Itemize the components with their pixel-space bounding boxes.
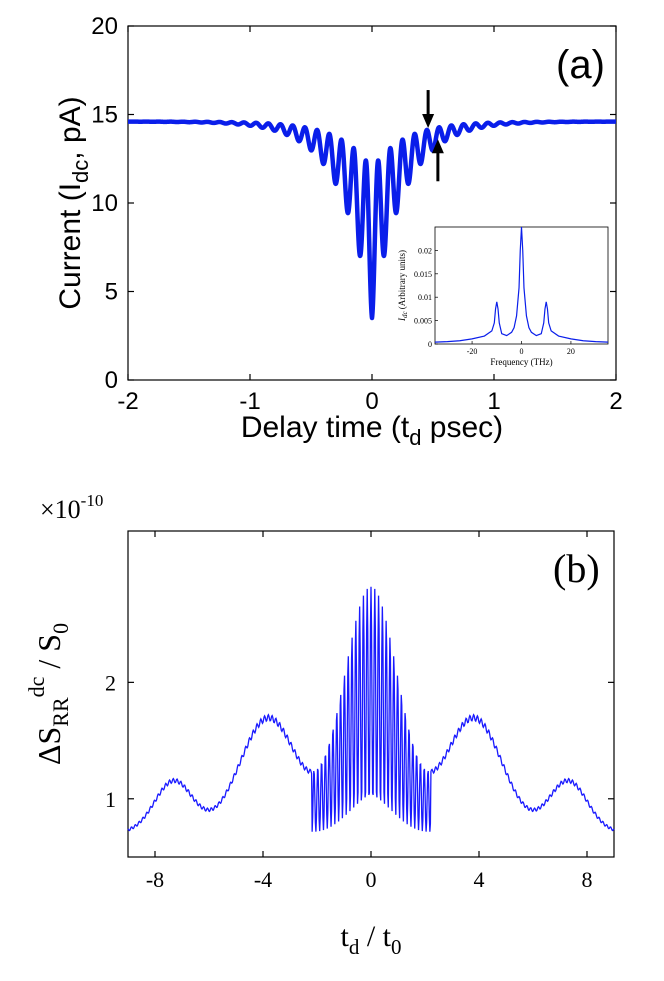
panel-b-x-axis-label: td / t0: [340, 920, 401, 959]
panel-b-label: (b): [553, 546, 600, 591]
panel-a-x-tick-label: 2: [609, 388, 622, 415]
panel-a-arrows: [422, 90, 444, 182]
inset-spectrum-curve: [434, 226, 609, 343]
panel-a-label: (a): [556, 43, 605, 87]
inset-x-tick-label: -20: [467, 347, 478, 356]
arrow-up-head: [431, 139, 444, 154]
panel-b-y-axis-label: ΔSRRdc / S0: [24, 623, 73, 765]
panel-a-y-tick-label: 20: [91, 13, 118, 40]
inset-y-axis-label: Idc (Arbitrary units): [397, 250, 409, 322]
panel-a-x-tick-label: -2: [117, 388, 138, 415]
panel-b-x-tick-label: 8: [582, 867, 593, 892]
inset-y-tick-label: 0.015: [414, 270, 432, 279]
panel-a-x-tick-label: 0: [365, 388, 378, 415]
panel-b: -8 -4 0 4 812 (b) ×10-10 td / t0 ΔSRRdc / S0: [24, 491, 615, 959]
panel-a-x-axis-label: Delay time (td psec): [241, 411, 503, 450]
inset-y-tick-label: 0.01: [418, 293, 432, 302]
panel-a-y-tick-label: 10: [91, 190, 118, 217]
panel-a-y-tick-label: 5: [105, 279, 118, 306]
inset-ticks: -20 0 20 0 0.005 0.01 0.015 0.02: [414, 246, 575, 356]
panel-b-x-tick-label: 4: [474, 867, 485, 892]
inset-x-tick-label: 0: [520, 347, 524, 356]
panel-b-y-tick-label: 2: [105, 670, 116, 695]
panel-b-delta-s-curve: [127, 586, 615, 832]
inset-x-axis-label: Frequency (THz): [490, 357, 552, 367]
panel-a-current-curve: [125, 119, 619, 321]
panel-b-x-tick-label: -4: [254, 867, 272, 892]
panel-a-y-tick-label: 15: [91, 102, 118, 129]
panel-a-x-tick-label: 1: [487, 388, 500, 415]
inset-y-tick-label: 0: [428, 340, 432, 349]
panel-a-y-tick-label: 0: [105, 367, 118, 394]
panel-b-y-tick-label: 1: [105, 787, 116, 812]
inset-y-tick-label: 0.02: [418, 246, 432, 255]
panel-b-x-tick-label: 0: [366, 867, 377, 892]
inset-y-tick-label: 0.005: [414, 317, 432, 326]
inset-axes-box: [434, 226, 609, 345]
panel-a-x-tick-label: -1: [239, 388, 260, 415]
panel-b-x-tick-label: -8: [146, 867, 164, 892]
panel-b-scale-factor: ×10-10: [40, 491, 103, 524]
panel-a-inset: -20 0 20 0 0.005 0.01 0.015 0.02 Frequency (THz…: [397, 226, 609, 367]
panel-a-y-axis-label: Current (Idc, pA): [54, 96, 93, 309]
arrow-down-head: [422, 114, 435, 129]
inset-x-tick-label: 20: [567, 347, 575, 356]
panel-b-ticks: -8 -4 0 4 812: [105, 531, 614, 892]
